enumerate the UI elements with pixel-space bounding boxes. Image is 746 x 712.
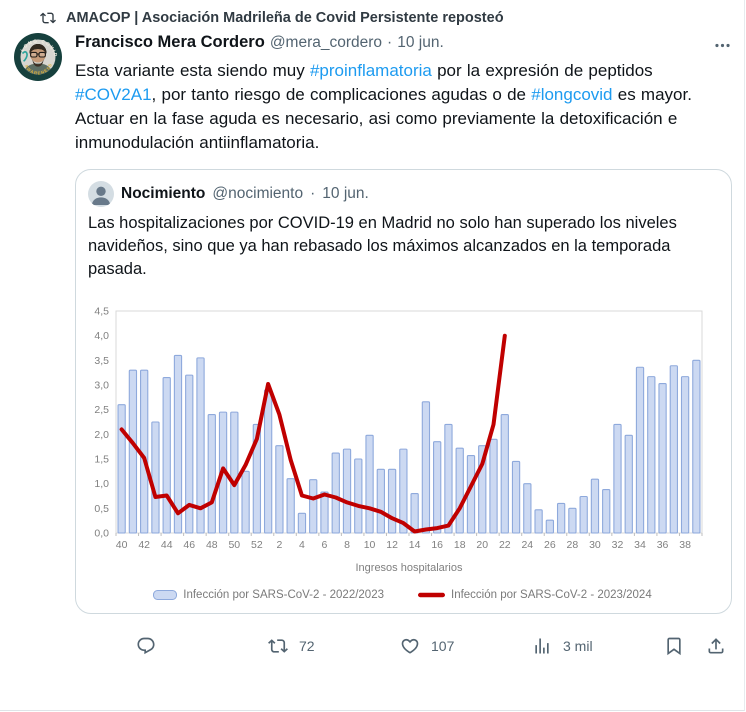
views-count: 3 mil xyxy=(563,638,593,654)
views-button[interactable]: 3 mil xyxy=(532,636,664,656)
svg-text:4,5: 4,5 xyxy=(94,306,109,318)
svg-text:3,5: 3,5 xyxy=(94,355,109,367)
quoted-author-name: Nocimiento xyxy=(121,185,206,202)
svg-text:8: 8 xyxy=(344,539,350,551)
svg-text:0,5: 0,5 xyxy=(94,503,109,515)
svg-text:40: 40 xyxy=(116,539,128,551)
svg-text:32: 32 xyxy=(612,539,624,551)
author-avatar[interactable]: LONG COVID AWARENESS xyxy=(14,33,62,81)
quoted-tweet-text: Las hospitalizaciones por COVID-19 en Ma… xyxy=(88,214,677,278)
svg-text:24: 24 xyxy=(521,539,533,551)
analytics-icon xyxy=(535,638,549,654)
svg-text:20: 20 xyxy=(476,539,488,551)
legend-item-2022-2023: Infección por SARS-CoV-2 - 2022/2023 xyxy=(153,589,384,601)
bookmark-button[interactable] xyxy=(664,636,684,656)
like-count: 107 xyxy=(431,638,455,654)
tweet-text: Esta variante esta siendo muy #proinflam… xyxy=(75,59,732,155)
bar-series-swatch xyxy=(153,590,178,600)
svg-text:46: 46 xyxy=(183,539,195,551)
tweet-date[interactable]: 10 jun. xyxy=(397,34,444,51)
svg-text:Ingresos hospitalarios: Ingresos hospitalarios xyxy=(355,562,463,574)
svg-text:34: 34 xyxy=(634,539,646,551)
svg-text:18: 18 xyxy=(454,539,466,551)
chart-plot: 0,00,51,01,52,02,53,03,54,04,540 42 44 46 48… xyxy=(94,306,703,574)
svg-text:42: 42 xyxy=(138,539,150,551)
svg-text:50: 50 xyxy=(228,539,240,551)
quoted-dot-separator: · xyxy=(310,185,316,202)
svg-text:2,0: 2,0 xyxy=(94,429,109,441)
quoted-author-handle: @nocimiento xyxy=(212,185,304,202)
svg-text:2: 2 xyxy=(276,539,282,551)
bookmark-icon xyxy=(667,637,681,656)
svg-text:1,5: 1,5 xyxy=(94,454,109,466)
repost-header[interactable]: AMACOP | Asociación Madrileña de Covid P… xyxy=(40,8,732,28)
svg-text:3,0: 3,0 xyxy=(94,380,109,392)
quoted-avatar xyxy=(88,181,114,207)
repost-button[interactable]: 72 xyxy=(268,636,400,656)
legend-item-2023-2024: Infección por SARS-CoV-2 - 2023/2024 xyxy=(418,589,652,601)
svg-text:52: 52 xyxy=(251,539,263,551)
svg-text:26: 26 xyxy=(544,539,556,551)
svg-text:30: 30 xyxy=(589,539,601,551)
tweet-text-segment: por la expresión de peptidos xyxy=(431,61,653,80)
svg-text:16: 16 xyxy=(431,539,443,551)
svg-text:10: 10 xyxy=(364,539,376,551)
svg-text:36: 36 xyxy=(657,539,669,551)
repost-icon xyxy=(268,639,288,653)
share-icon xyxy=(708,638,724,654)
reply-icon xyxy=(137,637,155,655)
svg-text:1,0: 1,0 xyxy=(94,478,109,490)
repost-count: 72 xyxy=(299,638,315,654)
svg-text:28: 28 xyxy=(567,539,579,551)
author-name[interactable]: Francisco Mera Cordero xyxy=(75,33,265,51)
hashtag-link[interactable]: #COV2A1 xyxy=(75,85,152,104)
svg-text:12: 12 xyxy=(386,539,398,551)
like-button[interactable]: 107 xyxy=(400,636,532,656)
svg-text:48: 48 xyxy=(206,539,218,551)
repost-icon xyxy=(40,12,56,24)
svg-text:2,5: 2,5 xyxy=(94,404,109,416)
hashtag-link[interactable]: #longcovid xyxy=(531,85,613,104)
share-button[interactable] xyxy=(706,636,726,656)
svg-text:6: 6 xyxy=(322,539,328,551)
tweet-text-segment: Esta variante esta siendo muy xyxy=(75,61,310,80)
svg-text:14: 14 xyxy=(409,539,421,551)
more-icon xyxy=(715,43,730,47)
dot-separator: · xyxy=(387,34,393,51)
reply-button[interactable] xyxy=(136,636,268,656)
chart-legend: Infección por SARS-CoV-2 - 2022/2023 Inf… xyxy=(82,587,723,609)
hospital-admissions-chart[interactable]: 0,0 0,5 1,0 1,5 2,0 2,5 3,0 3,5 4,0 4,5 40 42 44 46 48… xyxy=(82,291,723,609)
svg-text:4,0: 4,0 xyxy=(94,330,109,342)
svg-text:22: 22 xyxy=(499,539,511,551)
more-options-button[interactable] xyxy=(713,36,732,55)
repost-label: AMACOP | Asociación Madrileña de Covid P… xyxy=(66,10,504,26)
svg-text:44: 44 xyxy=(161,539,173,551)
quoted-tweet-date: 10 jun. xyxy=(322,185,369,202)
svg-text:4: 4 xyxy=(299,539,305,551)
svg-text:38: 38 xyxy=(679,539,691,551)
tweet-text-segment: , por tanto riesgo de complicaciones agu… xyxy=(151,85,532,104)
svg-text:0,0: 0,0 xyxy=(94,528,109,540)
heart-icon xyxy=(401,638,419,654)
tweet-text-segment: es mayor. Actuar en la fase aguda es nec… xyxy=(75,85,692,152)
line-series-swatch xyxy=(418,592,445,598)
quoted-tweet[interactable]: Nocimiento @nocimiento · 10 jun. Las hos… xyxy=(75,169,732,614)
tweet-action-bar: 72 107 3 mil xyxy=(136,626,732,666)
hashtag-link[interactable]: #proinflamatoria xyxy=(309,61,432,80)
author-handle[interactable]: @mera_cordero xyxy=(269,34,383,51)
